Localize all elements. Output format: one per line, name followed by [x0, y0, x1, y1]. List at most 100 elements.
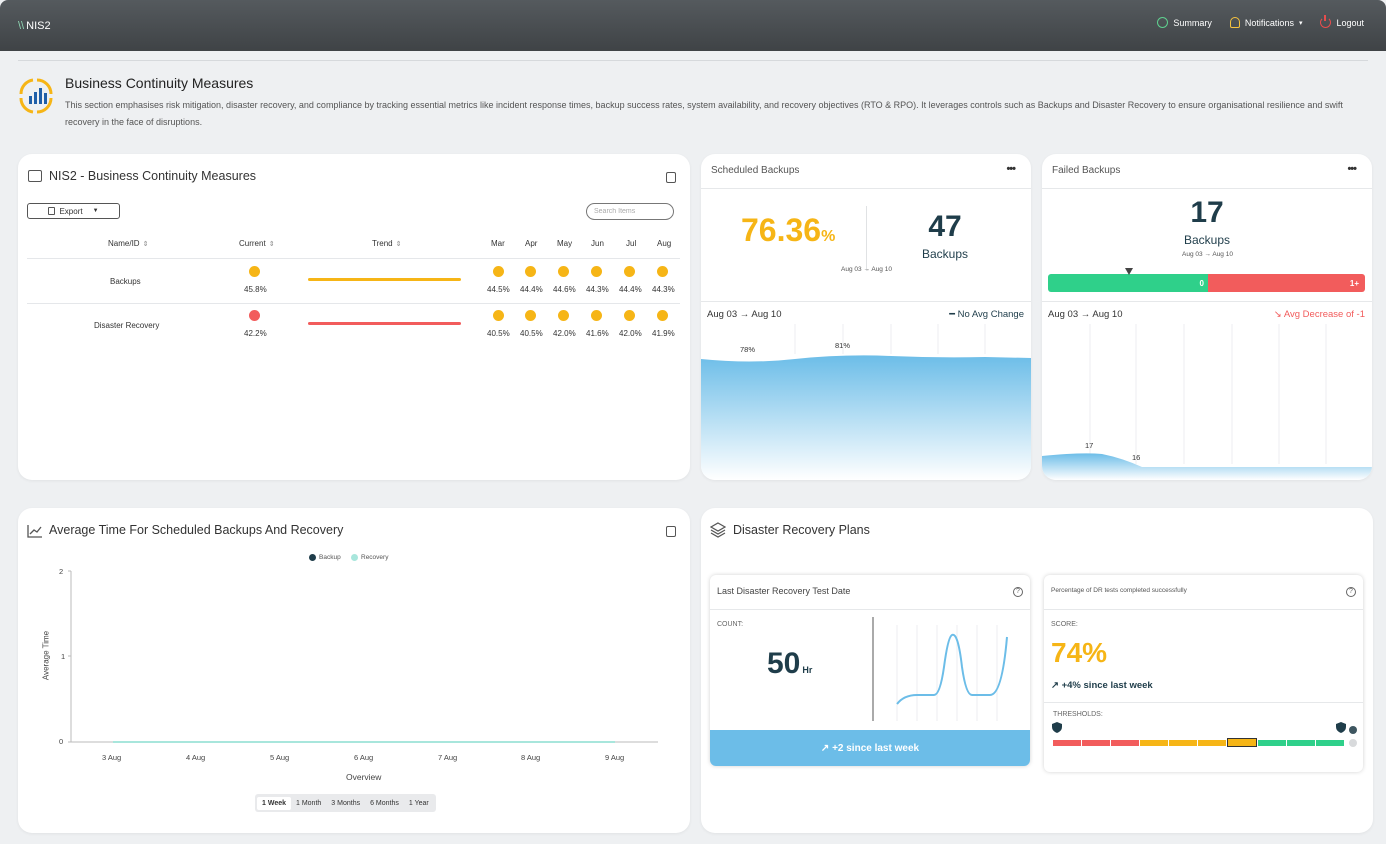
export-button[interactable]: Export ▼: [27, 203, 120, 219]
legend-swatch: [309, 554, 316, 561]
dr-plans-card: Disaster Recovery Plans Last Disaster Re…: [701, 508, 1373, 833]
nis2-table-card: NIS2 - Business Continuity Measures Expo…: [18, 154, 690, 480]
range-1-week[interactable]: 1 Week: [257, 796, 291, 810]
legend-backup[interactable]: Backup: [309, 554, 341, 561]
date-range: Aug 03 → Aug 10: [1048, 309, 1123, 320]
threshold-segment: [1316, 740, 1344, 746]
y-tick: 1: [61, 652, 66, 661]
status-dot: [1349, 726, 1357, 734]
brand-slash: \\: [18, 20, 25, 32]
nav-summary[interactable]: Summary: [1157, 17, 1212, 28]
current-value: 45.8%: [244, 285, 267, 294]
dr-tests-percent-card: Percentage of DR tests completed success…: [1044, 575, 1363, 772]
threshold-segment: [1140, 740, 1168, 746]
month-dot: [657, 310, 668, 321]
month-value: 44.3%: [586, 285, 609, 294]
threshold-segment-current: [1227, 738, 1257, 747]
backup-success-percent: 76.36%: [741, 212, 835, 249]
threshold-bar-green: 0: [1048, 274, 1208, 292]
more-icon[interactable]: •••: [1347, 163, 1357, 175]
header-month: Aug: [657, 239, 672, 248]
sort-icon: ⇕: [268, 241, 275, 248]
divider: [1042, 301, 1372, 302]
table-card-title: NIS2 - Business Continuity Measures: [49, 169, 257, 183]
month-dot: [525, 310, 536, 321]
avg-time-chart: [68, 570, 658, 743]
power-icon: [1320, 15, 1332, 28]
backups-label: Backups: [921, 247, 969, 261]
row-divider: [27, 258, 680, 259]
nav-summary-label: Summary: [1173, 17, 1212, 28]
x-tick: 8 Aug: [521, 753, 541, 762]
y-tick: 0: [59, 737, 64, 746]
current-value: 42.2%: [244, 329, 267, 338]
threshold-segment: [1258, 740, 1286, 746]
search-input[interactable]: [586, 203, 674, 220]
scheduled-backups-title: Scheduled Backups: [711, 165, 800, 176]
export-icon[interactable]: [666, 526, 676, 537]
range-6-months[interactable]: 6 Months: [370, 799, 399, 807]
nav-logout[interactable]: Logout: [1320, 15, 1364, 28]
range-1-month[interactable]: 1 Month: [296, 799, 322, 807]
failed-label: Backups: [1183, 233, 1231, 247]
legend-label: Recovery: [361, 554, 389, 561]
help-icon[interactable]: ?: [1346, 587, 1356, 597]
threshold-segment: [1053, 740, 1081, 746]
header-month: Mar: [491, 239, 505, 248]
legend-recovery[interactable]: Recovery: [351, 554, 388, 561]
since-last-week: ↗ +4% since last week: [1051, 680, 1153, 691]
score-label: SCORE:: [1051, 621, 1078, 628]
trend-line: [308, 278, 461, 281]
nav-notifications-label: Notifications: [1244, 17, 1294, 28]
divider: [1042, 188, 1372, 189]
area-fill: [701, 355, 1031, 480]
month-dot: [558, 310, 569, 321]
header-trend-label: Trend: [372, 239, 393, 248]
chart-data-label: 16: [1132, 453, 1141, 462]
brand[interactable]: \\ NIS2: [18, 20, 51, 32]
header-current-label: Current: [239, 239, 266, 248]
avg-change: ↘ Avg Decrease of -1: [1273, 309, 1365, 320]
threshold-segment: [1287, 740, 1315, 746]
month-value: 41.6%: [586, 329, 609, 338]
top-nav: Summary Notifications ▾ Logout: [1157, 15, 1364, 28]
x-tick: 5 Aug: [270, 753, 290, 762]
export-icon[interactable]: [666, 172, 676, 183]
month-dot: [558, 266, 569, 277]
avg-change: ━ No Avg Change: [949, 309, 1024, 320]
header-trend[interactable]: Trend ⇕: [372, 239, 401, 248]
hours-number: 50: [767, 647, 801, 680]
threshold-bar-red: 1+: [1208, 274, 1365, 292]
date-range: Aug 03 → Aug 10: [707, 309, 782, 320]
help-icon[interactable]: ?: [1013, 587, 1023, 597]
percent-unit: %: [821, 228, 836, 245]
nav-logout-label: Logout: [1336, 17, 1364, 28]
month-dot: [624, 310, 635, 321]
month-dot: [657, 266, 668, 277]
more-icon[interactable]: •••: [1006, 163, 1016, 175]
header-name[interactable]: Name/ID ⇕: [108, 239, 148, 248]
current-status-dot: [249, 310, 260, 321]
month-dot: [624, 266, 635, 277]
range-3-months[interactable]: 3 Months: [331, 799, 361, 807]
month-value: 44.4%: [619, 285, 642, 294]
header-month: Jun: [591, 239, 604, 248]
month-value: 44.5%: [487, 285, 510, 294]
month-value: 40.5%: [487, 329, 510, 338]
thresholds-label: THRESHOLDS:: [1053, 711, 1103, 718]
nav-notifications[interactable]: Notifications ▾: [1229, 17, 1302, 28]
caret-down-icon: ▼: [92, 208, 99, 214]
since-last-week-banner: ↗ +2 since last week: [710, 730, 1030, 766]
date-range-small: Aug 03 → Aug 10: [841, 266, 892, 273]
month-value: 44.4%: [520, 285, 543, 294]
header-current[interactable]: Current ⇕: [239, 239, 275, 248]
sparkline: [896, 633, 1008, 705]
scheduled-backups-card: Scheduled Backups ••• 76.36% 47 Backups …: [701, 154, 1031, 480]
threshold-segment: [1111, 740, 1139, 746]
range-1-year[interactable]: 1 Year: [408, 799, 429, 807]
row-divider: [27, 303, 680, 304]
export-btn-icon: [48, 207, 56, 215]
x-tick: 7 Aug: [438, 753, 458, 762]
divider: [701, 188, 1031, 189]
backups-count: 47: [928, 210, 962, 243]
